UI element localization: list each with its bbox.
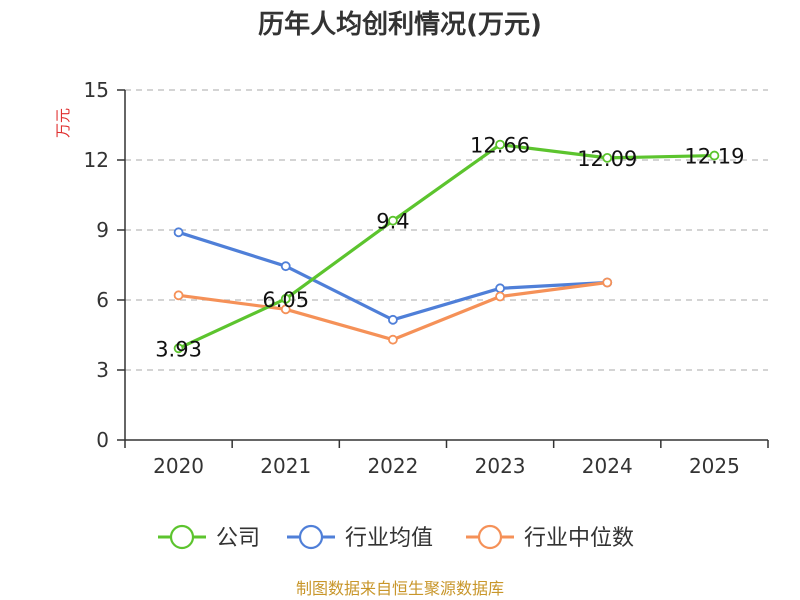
x-tick-label: 2022 (367, 454, 418, 478)
data-label: 6.05 (262, 288, 309, 312)
legend-label: 公司 (216, 526, 260, 551)
data-point (388, 215, 398, 226)
legend-marker (169, 524, 195, 550)
data-point (173, 343, 184, 354)
legend[interactable]: 公司 行业均值 行业中位数 (158, 524, 634, 551)
data-point (173, 290, 184, 301)
axes (117, 89, 769, 448)
y-tick-label: 12 (84, 148, 109, 172)
x-tick-label: 2021 (260, 454, 311, 478)
y-tick-label: 15 (84, 78, 109, 102)
x-ticks: 2020 2021 2022 2023 2024 2025 (153, 454, 740, 478)
series-1 (173, 227, 613, 325)
x-tick-label: 2020 (153, 454, 204, 478)
data-point (495, 139, 505, 150)
y-tick-label: 3 (96, 358, 109, 382)
x-tick-label: 2025 (689, 454, 740, 478)
data-point (495, 291, 505, 302)
series-2 (173, 277, 613, 345)
data-label: 12.09 (577, 147, 637, 171)
y-tick-label: 0 (96, 428, 109, 452)
data-label: 9.4 (376, 210, 409, 234)
series-line (177, 143, 715, 350)
source-note: 制图数据来自恒生聚源数据库 (296, 579, 504, 598)
series-line (178, 280, 608, 342)
data-point (709, 150, 720, 161)
y-axis-label: 万元 (54, 108, 72, 138)
chart-title: 历年人均创利情况(万元) (258, 9, 542, 40)
legend-item-1[interactable]: 行业均值 (287, 524, 433, 551)
data-labels: 3.93 6.05 9.4 12.66 12.09 12.19 (155, 134, 744, 362)
legend-label: 行业均值 (345, 526, 433, 551)
data-point (173, 227, 184, 238)
x-tick-label: 2024 (582, 454, 633, 478)
x-tick-label: 2023 (475, 454, 526, 478)
legend-marker (477, 524, 503, 550)
legend-label: 行业中位数 (524, 526, 634, 551)
grid (125, 89, 768, 371)
data-point (388, 334, 398, 345)
data-point (280, 293, 291, 304)
data-point (280, 304, 291, 315)
series-group (173, 139, 720, 354)
data-label: 12.66 (470, 134, 530, 158)
series-0 (173, 139, 720, 354)
y-ticks: 0 3 6 9 12 15 (84, 78, 109, 452)
data-label: 3.93 (155, 337, 202, 361)
data-label: 12.19 (684, 145, 744, 169)
data-point (602, 152, 613, 163)
legend-item-2[interactable]: 行业中位数 (466, 524, 634, 551)
y-tick-label: 6 (96, 288, 109, 312)
series-line (178, 230, 608, 322)
y-tick-label: 9 (96, 218, 109, 242)
data-point (495, 283, 505, 294)
data-point (280, 261, 291, 272)
data-point (388, 314, 398, 325)
data-point (602, 277, 613, 288)
legend-marker (298, 524, 324, 550)
legend-item-0[interactable]: 公司 (158, 524, 260, 551)
